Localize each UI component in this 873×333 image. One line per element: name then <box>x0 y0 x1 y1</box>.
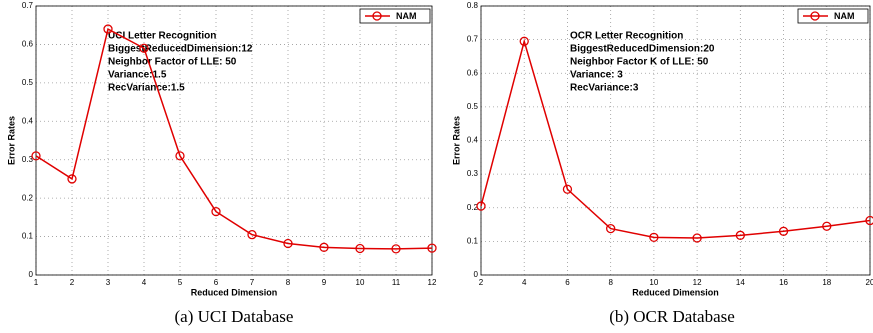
y-tick-label: 0.1 <box>22 232 34 241</box>
x-tick-label: 2 <box>479 278 484 287</box>
x-tick-label: 9 <box>322 278 327 287</box>
x-tick-label: 18 <box>822 278 831 287</box>
x-tick-label: 6 <box>214 278 219 287</box>
annotation: Variance: 3 <box>570 70 623 81</box>
y-tick-label: 0.1 <box>467 236 479 245</box>
marker <box>31 151 41 161</box>
marker <box>822 221 832 231</box>
y-tick-label: 0.4 <box>467 136 479 145</box>
x-tick-label: 2 <box>70 278 75 287</box>
annotation: RecVariance:3 <box>570 83 639 94</box>
y-tick-label: 0.3 <box>467 169 479 178</box>
marker <box>562 184 573 194</box>
y-tick-label: 0.5 <box>22 78 34 87</box>
annotation: BiggestReducedDimension:20 <box>570 44 715 55</box>
marker <box>649 232 659 242</box>
x-tick-label: 8 <box>608 278 613 287</box>
x-tick-label: 8 <box>286 278 291 287</box>
marker <box>319 242 329 252</box>
x-tick-label: 4 <box>522 278 527 287</box>
annotation: Variance:1.5 <box>108 70 167 81</box>
y-tick-label: 0.6 <box>22 40 34 49</box>
x-tick-label: 16 <box>779 278 788 287</box>
y-tick-label: 0.7 <box>467 35 479 44</box>
legend-label: NAM <box>396 11 417 21</box>
plot-frame <box>35 5 433 276</box>
x-tick-label: 7 <box>250 278 255 287</box>
x-tick-label: 5 <box>178 278 183 287</box>
series-line <box>35 27 433 250</box>
marker <box>283 238 293 249</box>
plot-frame <box>480 5 871 276</box>
x-tick-label: 4 <box>142 278 147 287</box>
y-tick-label: 0.4 <box>22 116 34 125</box>
y-tick-label: 0.5 <box>467 102 479 111</box>
y-tick-label: 0.2 <box>467 203 479 212</box>
x-tick-label: 12 <box>428 278 437 287</box>
marker <box>175 151 185 161</box>
legend-marker <box>810 11 820 21</box>
y-tick-label: 0.3 <box>22 155 34 164</box>
marker <box>103 24 113 34</box>
y-tick-label: 0.2 <box>22 193 34 202</box>
marker <box>211 206 221 217</box>
annotation: UCI Letter Recognition <box>108 31 216 42</box>
marker <box>476 201 486 211</box>
x-tick-label: 12 <box>693 278 702 287</box>
x-axis-label: Reduced Dimension <box>632 287 719 297</box>
marker <box>692 233 702 243</box>
marker <box>606 223 616 234</box>
marker <box>139 43 149 53</box>
x-tick-label: 14 <box>736 278 745 287</box>
marker <box>778 226 789 236</box>
annotation: BiggestReducedDimension:12 <box>108 44 253 55</box>
caption: (b) OCR Database <box>609 307 735 326</box>
y-tick-label: 0 <box>29 270 34 279</box>
x-tick-label: 10 <box>356 278 365 287</box>
x-tick-label: 1 <box>34 278 39 287</box>
y-tick-label: 0 <box>474 270 479 279</box>
x-tick-label: 6 <box>565 278 570 287</box>
caption: (a) UCI Database <box>175 307 294 326</box>
y-axis-label: Error Rates <box>6 116 16 165</box>
annotation: Neighbor Factor of LLE: 50 <box>108 57 237 68</box>
y-tick-label: 0.7 <box>22 1 34 10</box>
x-tick-label: 3 <box>106 278 111 287</box>
marker <box>355 243 365 254</box>
marker <box>735 230 745 240</box>
x-axis-label: Reduced Dimension <box>191 287 278 297</box>
marker <box>865 215 873 226</box>
y-axis-label: Error Rates <box>451 116 461 165</box>
marker <box>391 244 401 254</box>
marker <box>67 174 77 184</box>
marker <box>519 36 529 46</box>
x-tick-label: 20 <box>866 278 873 287</box>
marker <box>247 229 257 240</box>
series-line <box>480 38 871 239</box>
x-tick-label: 10 <box>649 278 658 287</box>
y-tick-label: 0.6 <box>467 68 479 77</box>
y-tick-label: 0.8 <box>467 1 479 10</box>
marker <box>427 243 437 253</box>
annotation: Neighbor Factor K of LLE: 50 <box>570 57 709 68</box>
annotation: RecVariance:1.5 <box>108 83 185 94</box>
annotation: OCR Letter Recognition <box>570 31 683 42</box>
legend-label: NAM <box>834 11 855 21</box>
x-tick-label: 11 <box>392 278 401 287</box>
legend-marker <box>372 11 382 21</box>
